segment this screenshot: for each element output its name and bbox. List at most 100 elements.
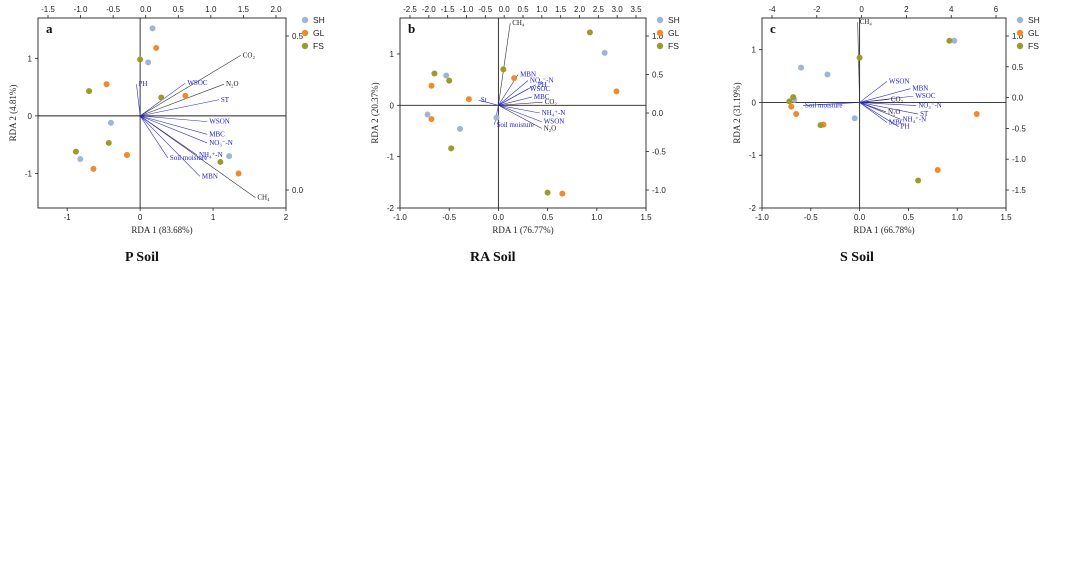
- vector-arrow: [859, 102, 901, 120]
- x-tick-label: 0: [138, 213, 143, 222]
- legend-marker: [1016, 42, 1024, 50]
- y-tick-label: -1: [387, 153, 395, 162]
- vector-arrow: [498, 96, 532, 106]
- x-tick-label: 0.0: [493, 213, 505, 222]
- vector-arrow: [859, 102, 919, 115]
- sample-point-fs: [86, 88, 93, 95]
- x-tick-label: 0.0: [854, 213, 866, 222]
- panel-letter: a: [46, 21, 53, 36]
- top-tick-label: -1.5: [41, 5, 55, 14]
- top-tick-label: -1.5: [441, 5, 455, 14]
- sample-point-fs: [817, 122, 824, 129]
- sample-point-sh: [149, 25, 156, 32]
- vector-label: NO₃⁻-N: [209, 139, 233, 147]
- sample-point-fs: [446, 77, 453, 84]
- vector-label: MBN: [912, 85, 928, 93]
- vector-label: NH₄⁺-N: [542, 109, 566, 117]
- sample-point-sh: [824, 71, 831, 78]
- sample-point-sh: [493, 114, 500, 121]
- vector-label: WSON: [209, 118, 230, 126]
- x-tick-label: 1.5: [1000, 213, 1012, 222]
- sample-point-sh: [457, 125, 464, 132]
- legend-label: GL: [1028, 28, 1040, 38]
- sample-point-fs: [217, 158, 224, 165]
- right-tick-label: 0.5: [292, 32, 304, 41]
- legend-marker: [301, 42, 309, 50]
- vector-arrow: [140, 115, 208, 144]
- vector-arrow: [140, 115, 208, 135]
- vector-label: N₂O: [544, 124, 557, 132]
- sample-point-fs: [448, 145, 455, 152]
- panel-title: S Soil: [840, 250, 874, 265]
- legend-marker: [1016, 29, 1024, 37]
- top-tick-label: 2: [904, 5, 909, 14]
- right-tick-label: -0.5: [652, 148, 666, 157]
- sample-point-fs: [915, 177, 922, 184]
- top-tick-label: 3.0: [612, 5, 624, 14]
- vector-arrow: [140, 99, 219, 117]
- top-tick-label: -0.5: [478, 5, 492, 14]
- right-tick-label: 0.5: [652, 71, 664, 80]
- x-tick-label: 0.5: [903, 213, 915, 222]
- sample-point-fs: [500, 66, 507, 73]
- sample-point-sh: [851, 115, 858, 122]
- top-tick-label: -1.0: [74, 5, 88, 14]
- legend-label: FS: [1028, 41, 1039, 51]
- sample-point-gl: [90, 165, 97, 172]
- sample-point-fs: [105, 139, 112, 146]
- vector-arrow: [498, 105, 542, 123]
- vector-arrow: [802, 102, 860, 106]
- vector-label: Soil moisture: [496, 121, 534, 129]
- y-tick-label: 1: [390, 50, 395, 59]
- sample-point-fs: [158, 94, 165, 101]
- sample-point-gl: [428, 82, 435, 89]
- y-tick-label: -1: [25, 169, 33, 178]
- panel-letter: b: [408, 21, 415, 36]
- vector-label: N₂O: [226, 80, 239, 88]
- sample-point-fs: [72, 148, 79, 155]
- vector-label: Soil moisture: [170, 154, 208, 162]
- y-axis-label: RDA 2 (4.81%): [8, 85, 18, 142]
- sample-point-sh: [107, 119, 114, 126]
- y-tick-label: 0: [752, 98, 757, 107]
- legend-marker: [301, 29, 309, 37]
- legend-marker: [656, 42, 664, 50]
- x-tick-label: 1.5: [640, 213, 652, 222]
- legend-marker: [1016, 16, 1024, 24]
- sample-point-fs: [137, 56, 144, 63]
- top-tick-label: 2.0: [270, 5, 282, 14]
- top-tick-label: 1.0: [205, 5, 217, 14]
- sample-point-gl: [123, 152, 130, 159]
- vector-arrow: [498, 105, 542, 129]
- sample-point-sh: [951, 37, 958, 44]
- vector-arrow: [139, 115, 169, 159]
- sample-point-sh: [145, 59, 152, 66]
- vector-arrow: [859, 98, 889, 103]
- vector-label: ST: [221, 96, 230, 104]
- y-tick-label: 0: [390, 101, 395, 110]
- sample-point-sh: [601, 49, 608, 56]
- vector-label: CH₄: [257, 194, 270, 202]
- legend-label: GL: [668, 28, 680, 38]
- sample-point-fs: [856, 54, 863, 61]
- top-tick-label: 1.5: [555, 5, 567, 14]
- vector-arrow: [140, 115, 208, 122]
- vector-arrow: [857, 22, 860, 103]
- sample-point-gl: [465, 96, 472, 103]
- right-tick-label: 0.5: [1012, 63, 1024, 72]
- x-axis-label: RDA 1 (66.78%): [853, 225, 914, 235]
- vector-label: CH₄: [860, 18, 873, 26]
- right-tick-label: -1.5: [1012, 186, 1026, 195]
- y-tick-label: 1: [752, 46, 757, 55]
- plot-frame: [37, 17, 287, 209]
- top-tick-label: 0: [859, 5, 864, 14]
- vector-label: MBN: [202, 172, 218, 180]
- vector-label: WSOC: [187, 79, 208, 87]
- sample-point-gl: [182, 92, 189, 99]
- vector-arrow: [139, 55, 241, 117]
- sample-point-sh: [77, 156, 84, 163]
- vector-arrow: [859, 88, 911, 103]
- y-tick-label: 1: [28, 54, 33, 63]
- legend-label: SH: [668, 15, 680, 25]
- top-tick-label: -2: [813, 5, 821, 14]
